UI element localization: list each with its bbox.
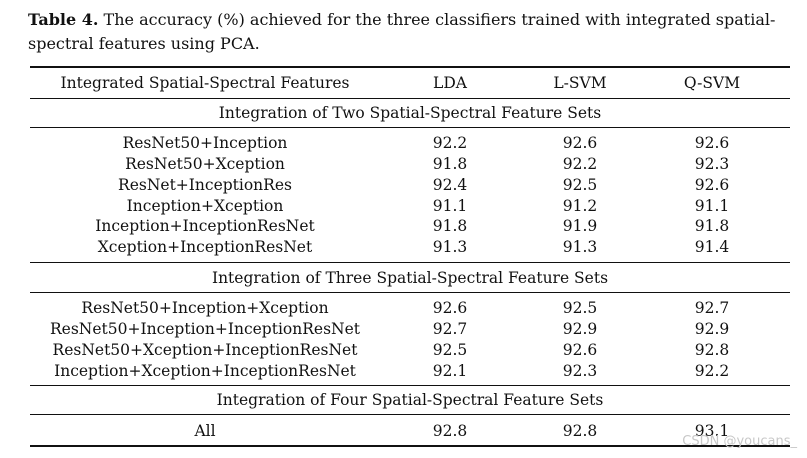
section-rule	[30, 385, 790, 386]
table-row-feature: ResNet50+Xception+InceptionResNet	[52, 341, 358, 359]
table-row-feature: ResNet50+Inception	[122, 134, 288, 152]
table-caption-text: The accuracy (%) achieved for the three …	[28, 10, 776, 53]
table-cell-lda: 91.3	[432, 238, 468, 256]
table-row-feature: Inception+InceptionResNet	[95, 217, 315, 235]
table-cell-qsvm: 93.1	[694, 422, 730, 440]
table-row-feature: ResNet50+Inception+InceptionResNet	[50, 320, 360, 338]
table-row-feature: ResNet50+Inception+Xception	[81, 299, 329, 317]
table-cell-qsvm: 92.3	[694, 155, 730, 173]
section-rule	[30, 262, 790, 263]
section-title-four-sets: Integration of Four Spatial-Spectral Fea…	[216, 391, 604, 409]
table-cell-lsvm: 91.9	[562, 217, 598, 235]
table-cell-lda: 92.2	[432, 134, 468, 152]
table-cell-lda: 92.8	[432, 422, 468, 440]
table-cell-lda: 92.1	[432, 362, 468, 380]
table-top-rule	[30, 66, 790, 68]
table-row-feature: Xception+InceptionResNet	[97, 238, 313, 256]
table-cell-lda: 92.6	[432, 299, 468, 317]
table-cell-qsvm: 92.6	[694, 134, 730, 152]
table-cell-lsvm: 91.2	[562, 197, 598, 215]
table-cell-lsvm: 91.3	[562, 238, 598, 256]
table-row-feature: All	[194, 422, 216, 440]
watermark: CSDN @youcans_	[682, 434, 797, 449]
section-title-three-sets: Integration of Three Spatial-Spectral Fe…	[211, 269, 609, 287]
header-features: Integrated Spatial-Spectral Features	[60, 74, 350, 92]
table-cell-qsvm: 91.1	[694, 197, 730, 215]
table-bottom-rule	[30, 445, 790, 447]
table-cell-qsvm: 92.9	[694, 320, 730, 338]
table-cell-qsvm: 92.8	[694, 341, 730, 359]
section-rule	[30, 414, 790, 415]
section-rule	[30, 127, 790, 128]
table-cell-lsvm: 92.5	[562, 176, 598, 194]
table-cell-qsvm: 92.2	[694, 362, 730, 380]
table-cell-lda: 92.4	[432, 176, 468, 194]
table-cell-qsvm: 92.7	[694, 299, 730, 317]
table-cell-lda: 92.5	[432, 341, 468, 359]
table-cell-lsvm: 92.9	[562, 320, 598, 338]
table-row-feature: ResNet+InceptionRes	[118, 176, 292, 194]
table-cell-lda: 91.1	[432, 197, 468, 215]
header-lda: LDA	[433, 74, 467, 92]
table-cell-lda: 92.7	[432, 320, 468, 338]
header-rule	[30, 98, 790, 99]
header-qsvm: Q-SVM	[683, 74, 741, 92]
table-cell-lsvm: 92.6	[562, 341, 598, 359]
table-cell-qsvm: 91.4	[694, 238, 730, 256]
header-lsvm: L-SVM	[553, 74, 607, 92]
table-row-feature: Inception+Xception+InceptionResNet	[54, 362, 356, 380]
table-caption-label: Table 4.	[28, 10, 99, 29]
table-row-feature: ResNet50+Xception	[125, 155, 285, 173]
table-cell-lda: 91.8	[432, 217, 468, 235]
section-title-two-sets: Integration of Two Spatial-Spectral Feat…	[218, 104, 602, 122]
table-cell-lsvm: 92.3	[562, 362, 598, 380]
table-cell-qsvm: 92.6	[694, 176, 730, 194]
table-cell-qsvm: 91.8	[694, 217, 730, 235]
table-cell-lsvm: 92.6	[562, 134, 598, 152]
table-caption: Table 4. The accuracy (%) achieved for t…	[28, 8, 788, 56]
table-cell-lsvm: 92.2	[562, 155, 598, 173]
section-rule	[30, 292, 790, 293]
table-cell-lsvm: 92.5	[562, 299, 598, 317]
table-cell-lsvm: 92.8	[562, 422, 598, 440]
table-row-feature: Inception+Xception	[126, 197, 284, 215]
table-cell-lda: 91.8	[432, 155, 468, 173]
